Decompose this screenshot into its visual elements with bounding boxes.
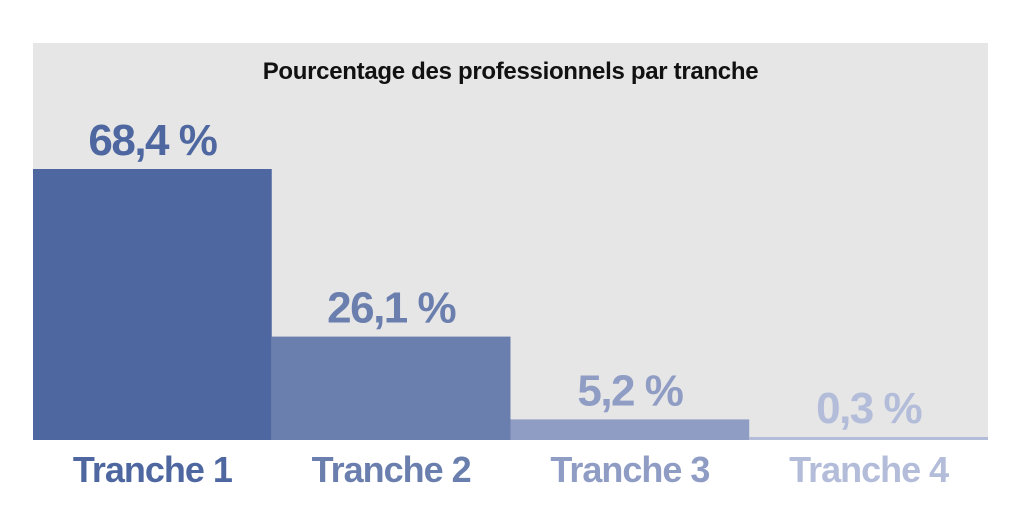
bar-2 [271, 336, 511, 440]
chart-title: Pourcentage des professionnels par tranc… [262, 58, 759, 85]
value-label-3: 5,2 % [577, 366, 682, 415]
bar-3 [510, 419, 750, 440]
bar-4 [749, 437, 988, 440]
value-labels-group: 68,4 % 26,1 % 5,2 % 0,3 % [88, 116, 923, 433]
category-labels-group: Tranche 1 Tranche 2 Tranche 3 Tranche 4 [73, 449, 950, 490]
category-label-1: Tranche 1 [73, 449, 233, 490]
value-label-4: 0,3 % [816, 384, 921, 433]
category-label-2: Tranche 2 [312, 449, 471, 490]
bars-group [33, 169, 988, 440]
value-label-2: 26,1 % [327, 284, 455, 333]
bar-1 [33, 169, 272, 440]
category-label-3: Tranche 3 [550, 449, 709, 490]
value-label-1: 68,4 % [88, 116, 216, 165]
category-label-4: Tranche 4 [789, 449, 949, 490]
